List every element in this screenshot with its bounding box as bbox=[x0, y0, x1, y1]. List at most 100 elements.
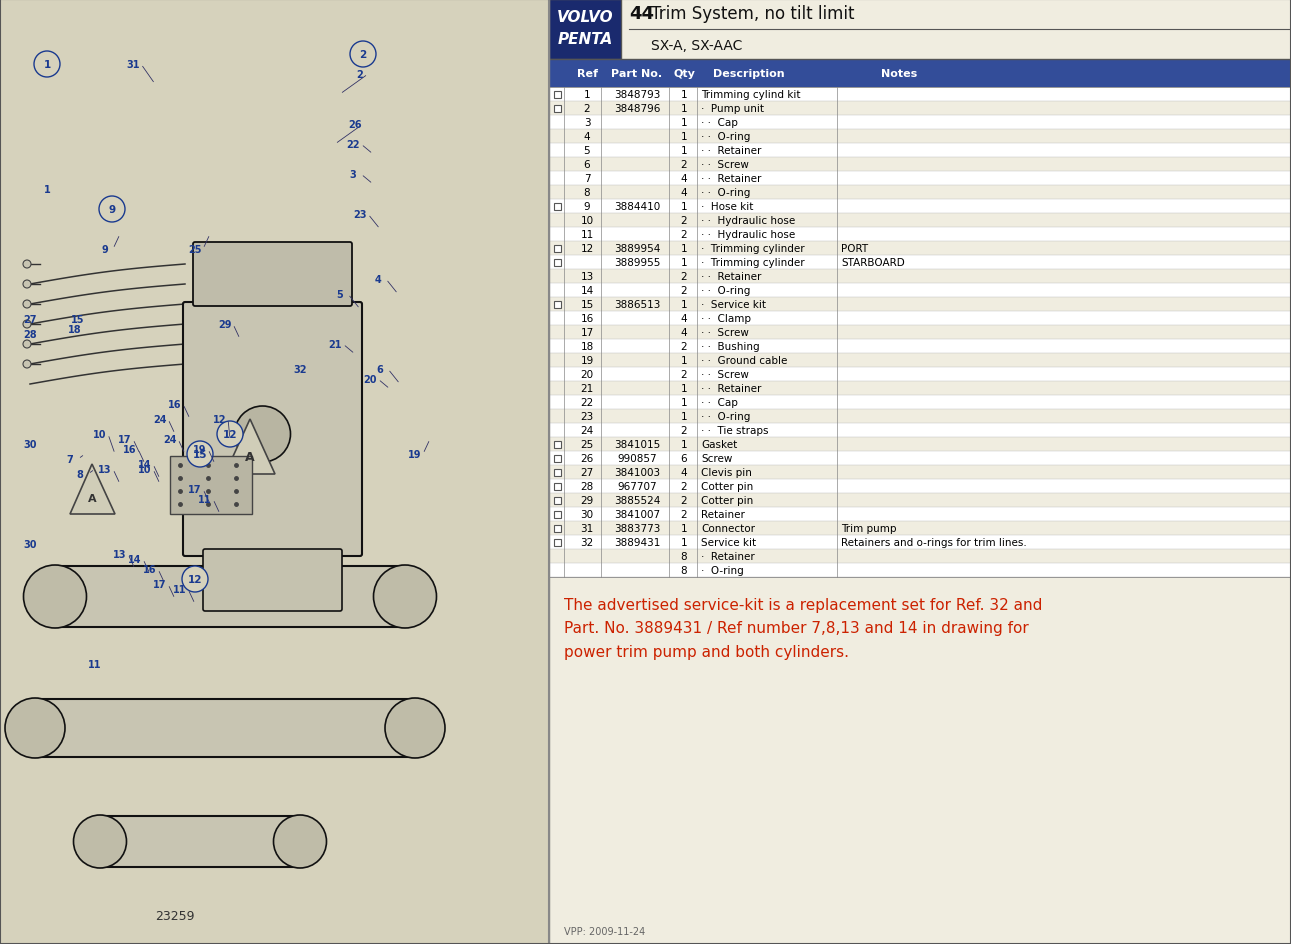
Circle shape bbox=[99, 196, 125, 223]
Text: 14: 14 bbox=[581, 286, 594, 295]
Text: ·  Service kit: · Service kit bbox=[701, 299, 766, 310]
Text: 27: 27 bbox=[581, 467, 594, 478]
Circle shape bbox=[182, 566, 208, 593]
Text: 1: 1 bbox=[680, 132, 687, 142]
Text: 3848793: 3848793 bbox=[613, 90, 660, 100]
Text: 13: 13 bbox=[581, 272, 594, 281]
Text: 19: 19 bbox=[194, 445, 207, 454]
Text: 3883773: 3883773 bbox=[613, 523, 660, 533]
Text: 26: 26 bbox=[581, 453, 594, 464]
Text: 1: 1 bbox=[680, 523, 687, 533]
Bar bbox=[549, 396, 1291, 410]
Text: · ·  Clamp: · · Clamp bbox=[701, 313, 751, 324]
Bar bbox=[554, 511, 562, 518]
Text: 21: 21 bbox=[581, 383, 594, 394]
Text: Clevis pin: Clevis pin bbox=[701, 467, 751, 478]
Bar bbox=[549, 465, 1291, 480]
Bar bbox=[554, 497, 562, 504]
Text: 29: 29 bbox=[218, 320, 232, 329]
Text: 8: 8 bbox=[680, 565, 687, 576]
Bar bbox=[549, 521, 1291, 535]
Bar bbox=[549, 451, 1291, 465]
Text: 2: 2 bbox=[359, 50, 367, 59]
Bar bbox=[549, 143, 1291, 158]
Text: 7: 7 bbox=[584, 174, 590, 184]
Text: · ·  Cap: · · Cap bbox=[701, 118, 738, 127]
Text: 11: 11 bbox=[581, 229, 594, 240]
Text: 1: 1 bbox=[680, 145, 687, 156]
Text: · ·  O-ring: · · O-ring bbox=[701, 132, 750, 142]
Text: 3848796: 3848796 bbox=[613, 104, 660, 114]
Text: 2: 2 bbox=[680, 342, 687, 351]
FancyBboxPatch shape bbox=[192, 243, 352, 307]
Bar bbox=[554, 92, 562, 98]
Text: 2: 2 bbox=[680, 370, 687, 379]
Text: 18: 18 bbox=[68, 325, 81, 334]
Text: 12: 12 bbox=[213, 414, 227, 425]
Text: 3841007: 3841007 bbox=[615, 510, 660, 519]
Text: VOLVO: VOLVO bbox=[556, 10, 613, 25]
Bar bbox=[549, 381, 1291, 396]
Text: 24: 24 bbox=[581, 426, 594, 435]
Text: 12: 12 bbox=[223, 430, 238, 440]
FancyBboxPatch shape bbox=[203, 549, 342, 612]
Text: 1: 1 bbox=[680, 397, 687, 408]
Text: 15: 15 bbox=[71, 314, 85, 325]
Text: ·  Pump unit: · Pump unit bbox=[701, 104, 764, 114]
Bar bbox=[549, 242, 1291, 256]
Text: 2: 2 bbox=[680, 216, 687, 226]
Text: 10: 10 bbox=[93, 430, 107, 440]
Bar bbox=[549, 130, 1291, 143]
Text: Screw: Screw bbox=[701, 453, 732, 464]
Bar bbox=[549, 424, 1291, 437]
Text: 3889954: 3889954 bbox=[613, 244, 660, 254]
Circle shape bbox=[187, 442, 213, 467]
Text: 2: 2 bbox=[680, 272, 687, 281]
Text: Connector: Connector bbox=[701, 523, 755, 533]
Bar bbox=[554, 539, 562, 546]
Bar bbox=[549, 549, 1291, 564]
Text: ·  Hose kit: · Hose kit bbox=[701, 202, 754, 211]
Text: · ·  Hydraulic hose: · · Hydraulic hose bbox=[701, 216, 795, 226]
Text: 14: 14 bbox=[138, 460, 152, 469]
Text: 5: 5 bbox=[337, 290, 343, 299]
Text: 22: 22 bbox=[581, 397, 594, 408]
Text: 14: 14 bbox=[128, 554, 142, 565]
Polygon shape bbox=[70, 464, 115, 514]
Text: 12: 12 bbox=[581, 244, 594, 254]
Bar bbox=[554, 301, 562, 308]
Text: · ·  Retainer: · · Retainer bbox=[701, 174, 762, 184]
Text: 23: 23 bbox=[354, 210, 367, 220]
Text: 2: 2 bbox=[680, 481, 687, 492]
Text: PENTA: PENTA bbox=[558, 32, 613, 47]
Text: · ·  Screw: · · Screw bbox=[701, 160, 749, 170]
Text: 29: 29 bbox=[581, 496, 594, 505]
Bar bbox=[0, 0, 549, 944]
Circle shape bbox=[350, 42, 376, 68]
Text: 967707: 967707 bbox=[617, 481, 657, 492]
Text: 3889955: 3889955 bbox=[613, 258, 660, 268]
Text: 23: 23 bbox=[581, 412, 594, 422]
Bar bbox=[554, 245, 562, 252]
Text: 13: 13 bbox=[114, 549, 127, 560]
Text: Retainer: Retainer bbox=[701, 510, 745, 519]
Bar bbox=[549, 494, 1291, 508]
Text: 20: 20 bbox=[363, 375, 377, 384]
Text: Service kit: Service kit bbox=[701, 537, 757, 548]
FancyBboxPatch shape bbox=[52, 566, 408, 628]
Text: 11: 11 bbox=[199, 495, 212, 504]
Circle shape bbox=[5, 699, 65, 758]
Text: 25: 25 bbox=[188, 244, 201, 255]
Circle shape bbox=[23, 301, 31, 309]
Text: 1: 1 bbox=[680, 383, 687, 394]
Circle shape bbox=[23, 261, 31, 269]
Text: 1: 1 bbox=[680, 244, 687, 254]
Text: 10: 10 bbox=[138, 464, 152, 475]
Circle shape bbox=[23, 280, 31, 289]
Circle shape bbox=[23, 565, 86, 629]
Bar bbox=[549, 354, 1291, 367]
Text: 16: 16 bbox=[581, 313, 594, 324]
Text: 21: 21 bbox=[328, 340, 342, 349]
Text: 26: 26 bbox=[349, 120, 361, 130]
Text: 32: 32 bbox=[293, 364, 307, 375]
